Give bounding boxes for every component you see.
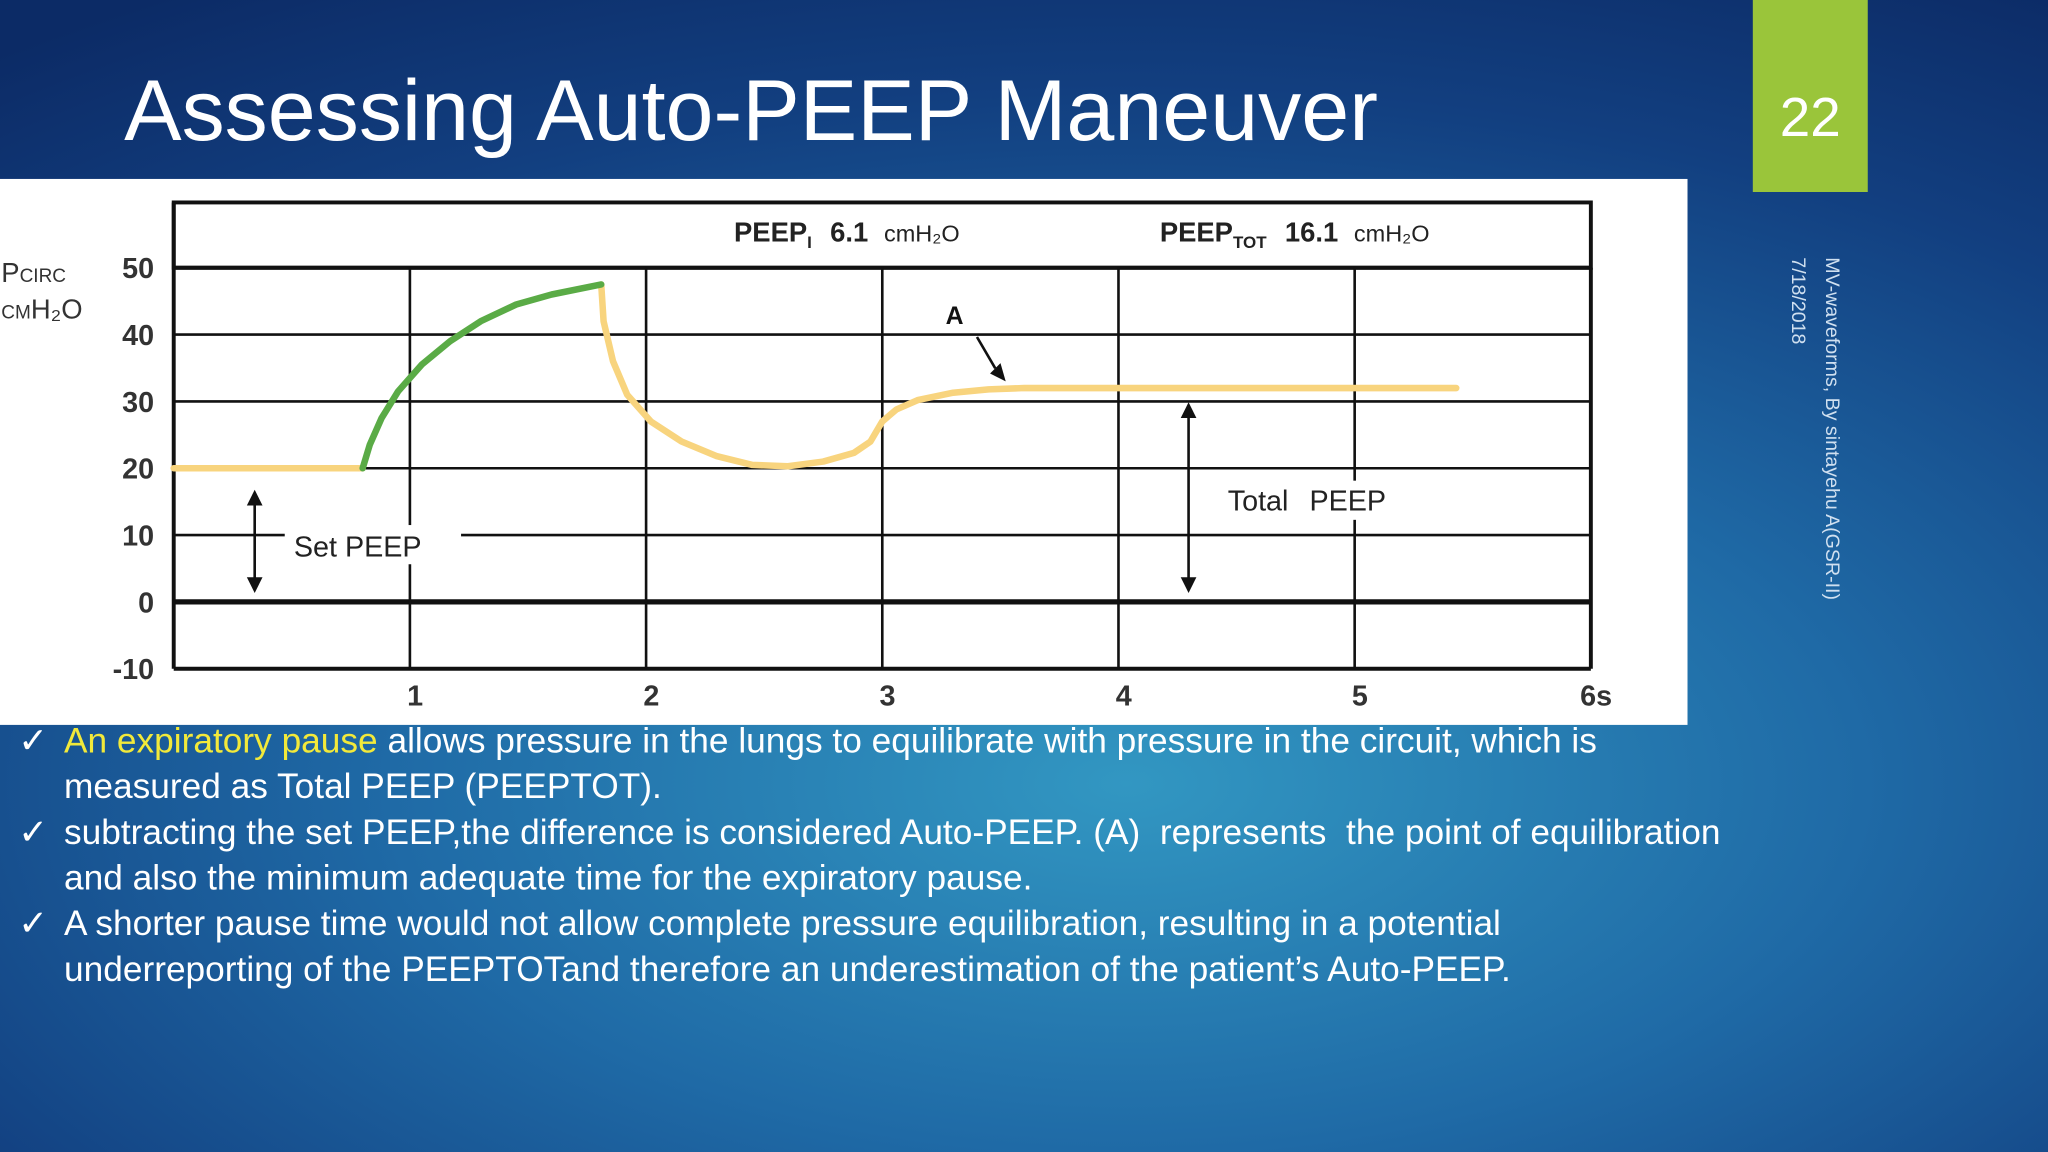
date: 7/18/2018 <box>1787 257 1809 344</box>
bullet-check: ✓ <box>18 903 48 944</box>
annotation: Total PEEP <box>1228 486 1386 518</box>
y-tick-label: 50 <box>122 253 154 285</box>
readout-subscript: I <box>807 233 812 252</box>
y-tick-label: 40 <box>122 320 154 352</box>
pressure-line <box>597 281 1460 470</box>
x-tick-label: 5 <box>1352 680 1368 712</box>
annotation: A <box>946 303 964 330</box>
label-background <box>284 525 462 565</box>
readout-value: 6.1 <box>830 217 868 248</box>
arrow-head <box>246 489 263 506</box>
pressure-line <box>359 281 605 472</box>
x-tick-label: 3 <box>880 680 896 712</box>
annotation: Set PEEP <box>294 531 422 563</box>
bullet: ✓ An expiratory pause allows pressure in … <box>18 718 1729 809</box>
readout: PEEPTOT 16.1 cmH₂O <box>1160 217 1430 253</box>
y-tick-label: 10 <box>122 521 154 553</box>
bullet-check: ✓ <box>18 720 48 761</box>
plot <box>170 281 1460 472</box>
y-tick-label: 0 <box>138 587 154 619</box>
y-tick-label: 30 <box>122 387 154 419</box>
annotation-arrow <box>975 336 997 369</box>
bullet-text: allows pressure in the lungs to equilibr… <box>63 720 1607 806</box>
readout-name: PEEP <box>1160 217 1233 248</box>
readout: PEEPI 6.1 cmH₂O <box>734 217 960 253</box>
bullet-list: ✓ An expiratory pause allows pressure in … <box>18 718 1729 992</box>
footer: MV-waveforms, By sintayehu A(GSR-II) <box>1821 257 1843 600</box>
grid <box>171 202 1593 671</box>
readout-subscript: TOT <box>1233 233 1267 252</box>
readout-value: 16.1 <box>1285 217 1338 248</box>
label-background <box>1219 480 1429 520</box>
x-tick-label: 1 <box>407 680 423 712</box>
slide-number-box: 22 <box>1752 0 1868 192</box>
bullet: ✓ subtracting the set PEEP,the difference… <box>18 810 1729 901</box>
x-tick-label: 4 <box>1116 680 1132 712</box>
chart-background <box>0 178 1688 725</box>
slide-title: Assessing Auto-PEEP Maneuver <box>124 61 1378 159</box>
x-tick-label: 2 <box>643 680 659 712</box>
readout-unit: cmH₂O <box>884 221 960 247</box>
y-tick-label: -10 <box>113 654 155 686</box>
bullet-highlight: An expiratory pause <box>63 720 378 761</box>
y-axis-label: cmH₂O <box>1 294 82 325</box>
readout-unit: cmH₂O <box>1354 221 1430 247</box>
slide-number: 22 <box>1779 86 1841 148</box>
bullet: ✓ A shorter pause time would not allow co… <box>18 901 1729 992</box>
bullet-text: A shorter pause time would not allow com… <box>63 903 1511 989</box>
readout-name: PEEP <box>734 217 807 248</box>
x-tick-label: 6s <box>1580 680 1612 712</box>
arrow-head <box>246 577 263 593</box>
bullet-check: ✓ <box>18 812 48 852</box>
arrow-head <box>1180 402 1197 418</box>
arrow-head <box>1180 577 1197 593</box>
arrow-head <box>990 363 1006 382</box>
y-axis-label: Pcirc <box>1 257 66 288</box>
y-tick-label: 20 <box>122 454 154 486</box>
bullet-text: subtracting the set PEEP,the difference … <box>63 812 1731 898</box>
